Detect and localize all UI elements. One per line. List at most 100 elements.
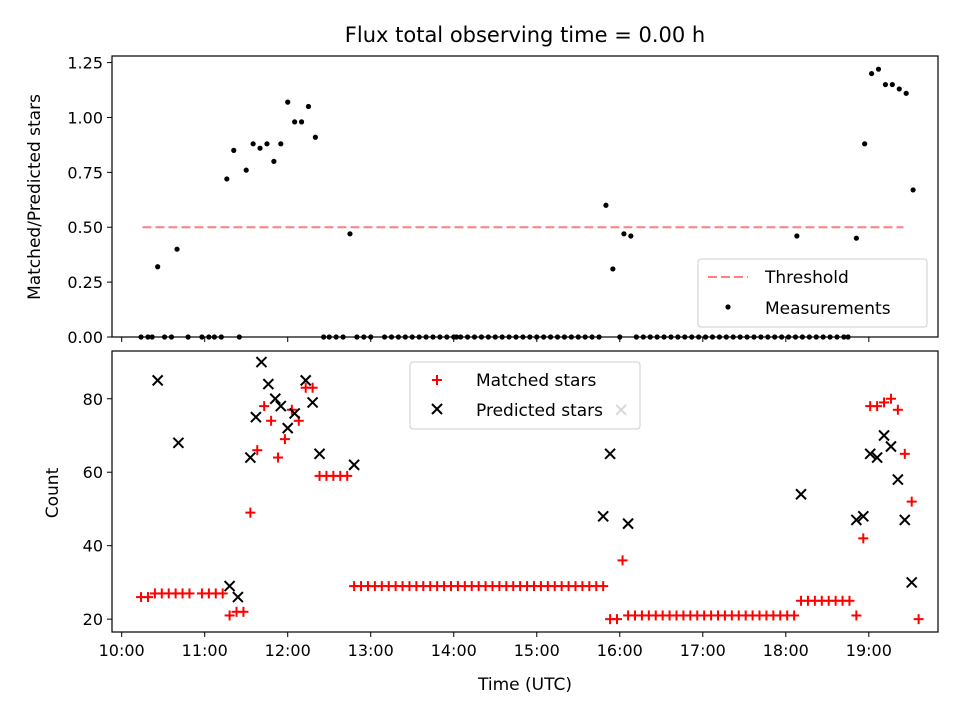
matched-star-point — [879, 397, 890, 408]
bottom-legend: Matched stars Predicted stars — [409, 361, 641, 430]
measurement-point — [853, 235, 859, 241]
top-axes-frame — [111, 55, 939, 338]
legend-matched-swatch — [432, 375, 442, 385]
matched-star-point — [273, 452, 284, 463]
matched-star-point — [245, 507, 256, 518]
top-y-tick-label: 1.25 — [67, 54, 103, 73]
top-y-tick-label: 0.00 — [67, 328, 103, 347]
measurement-point — [250, 141, 256, 147]
matched-star-point — [184, 588, 195, 599]
matched-star-point — [913, 614, 924, 625]
measurement-point — [224, 176, 230, 182]
legend-threshold-label: Threshold — [764, 268, 849, 288]
measurement-point — [889, 81, 895, 88]
measurement-point — [243, 167, 249, 173]
measurement-point — [903, 90, 909, 96]
x-axis-label: Time (UTC) — [477, 675, 572, 695]
legend-measurements-swatch — [725, 304, 731, 310]
matched-star-point — [266, 415, 277, 426]
predicted-star-point — [892, 473, 904, 486]
matched-star-point — [892, 404, 903, 415]
predicted-star-point — [306, 396, 319, 409]
x-tick-label: 11:00 — [182, 641, 228, 660]
predicted-star-point — [906, 576, 918, 589]
x-tick-label: 19:00 — [846, 641, 892, 660]
measurement-point — [278, 141, 284, 147]
measurement-point — [285, 99, 291, 105]
matched-star-point — [342, 470, 353, 481]
predicted-star-point — [262, 378, 275, 390]
x-tick-label: 10:00 — [99, 641, 145, 660]
top-y-tick-label: 0.75 — [67, 163, 103, 182]
predicted-star-point — [244, 451, 257, 464]
x-tick-label: 12:00 — [265, 641, 311, 660]
measurement-point — [862, 141, 868, 147]
predicted-star-point — [275, 400, 287, 412]
measurement-point — [292, 119, 298, 125]
measurement-point — [868, 70, 875, 77]
measurement-point — [347, 231, 353, 237]
matched-star-point — [307, 382, 318, 393]
predicted-star-point — [269, 393, 281, 405]
predicted-star-point — [857, 510, 869, 523]
bottom-panel: Count Time (UTC) 10:00 11:00 12:00 13:00 14:… — [43, 350, 939, 695]
bottom-y-tick-label: 20 — [83, 610, 103, 629]
bottom-axes-frame — [111, 350, 939, 633]
matched-star-point — [885, 393, 896, 404]
measurement-point — [610, 266, 616, 272]
measurement-point — [271, 158, 277, 164]
predicted-star-point — [250, 411, 262, 423]
measurement-point — [264, 141, 270, 147]
legend-predicted-swatch — [431, 403, 443, 415]
x-tick-label: 17:00 — [680, 641, 726, 660]
matched-star-point — [259, 401, 270, 412]
bottom-y-tick-label: 80 — [83, 390, 103, 409]
predicted-star-point — [597, 510, 609, 523]
predicted-star-point — [232, 591, 244, 603]
matched-star-point — [844, 595, 855, 606]
measurement-point — [896, 86, 902, 92]
predicted-star-point — [223, 580, 236, 592]
top-y-tick-label: 0.25 — [67, 273, 103, 292]
matched-star-point — [238, 606, 249, 617]
x-tick-label: 13:00 — [348, 641, 394, 660]
matched-star-point — [858, 533, 869, 544]
measurement-point — [621, 231, 627, 237]
measurement-point — [603, 202, 609, 208]
measurement-point — [910, 187, 916, 193]
bottom-plot-marks — [136, 356, 924, 625]
x-tick-label: 14:00 — [431, 641, 477, 660]
matched-star-point — [279, 434, 290, 445]
bottom-y-tick-label: 60 — [83, 463, 103, 482]
matched-star-point — [851, 610, 862, 621]
top-y-axis-label: Matched/Predicted stars — [25, 94, 45, 300]
matched-star-point — [142, 592, 153, 603]
bottom-ticks: 10:00 11:00 12:00 13:00 14:00 15:00 16:00 17:00… — [83, 390, 892, 660]
predicted-star-point — [604, 448, 616, 460]
predicted-star-point — [871, 451, 883, 464]
matched-star-point — [224, 610, 235, 621]
bottom-legend-box — [409, 361, 641, 430]
measurement-point — [794, 233, 800, 239]
top-y-tick-label: 1.00 — [67, 108, 103, 127]
top-y-tick-label: 0.50 — [67, 218, 103, 237]
x-tick-label: 15:00 — [514, 641, 560, 660]
measurement-point — [628, 233, 634, 239]
predicted-star-point — [885, 440, 897, 453]
matched-star-point — [617, 555, 628, 566]
measurement-point — [882, 81, 889, 88]
top-panel: Flux total observing time = 0.00 h Match… — [25, 23, 939, 347]
top-legend-box — [697, 258, 928, 328]
measurement-point — [298, 119, 305, 125]
matched-star-point — [598, 581, 609, 592]
bottom-y-tick-label: 40 — [83, 537, 103, 556]
predicted-star-point — [795, 488, 807, 500]
top-legend: Threshold Measurements — [697, 258, 928, 328]
predicted-star-point — [172, 437, 185, 449]
measurement-point — [312, 134, 318, 140]
top-ticks: 0.00 0.25 0.50 0.75 1.00 1.25 — [67, 54, 870, 347]
predicted-star-point — [850, 514, 863, 526]
matched-star-point — [252, 445, 263, 456]
predicted-star-point — [622, 517, 634, 530]
